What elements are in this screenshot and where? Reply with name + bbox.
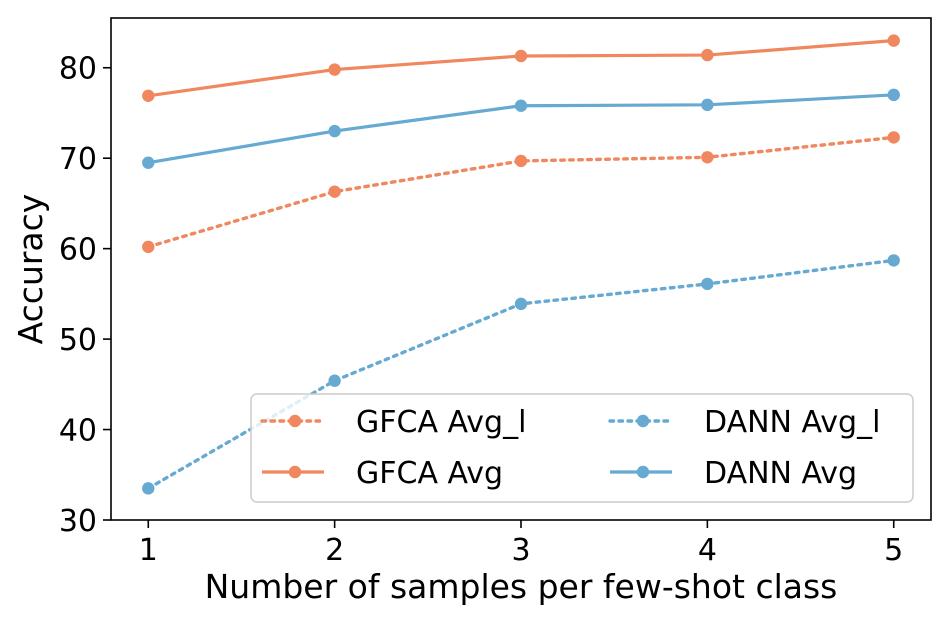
data-point-gfca-avg (328, 63, 341, 76)
y-tick-label: 30 (59, 504, 97, 539)
x-tick-label: 4 (698, 533, 717, 568)
y-axis-ticks: 30 40 50 60 70 80 (59, 52, 111, 539)
legend-label-dann-avg: DANN Avg (704, 456, 857, 491)
data-point-dann-avg (328, 124, 341, 138)
y-tick-label: 60 (59, 233, 97, 268)
data-point-dann-avg-l (328, 374, 341, 387)
data-point-dann-avg (701, 98, 714, 112)
legend-label-gfca-avg: GFCA Avg (356, 456, 503, 491)
x-tick-label: 5 (884, 533, 903, 568)
data-point-gfca-avg (142, 89, 155, 102)
data-point-gfca-avg-l (142, 240, 155, 254)
legend-marker-gfca-avg (288, 465, 302, 479)
data-point-dann-avg-l (514, 297, 528, 311)
legend-label-gfca-avg-l: GFCA Avg_l (356, 405, 526, 440)
legend-label-dann-avg-l: DANN Avg_l (704, 405, 880, 440)
y-tick-label: 70 (59, 142, 97, 177)
series-line-gfca-avg-l (146, 135, 896, 249)
data-point-dann-avg-l (701, 277, 714, 291)
x-tick-label: 2 (325, 533, 344, 568)
data-point-dann-avg (887, 88, 900, 102)
legend: GFCA Avg_l GFCA Avg DANN Avg_l DANN Avg (250, 393, 914, 503)
x-axis-label: Number of samples per few-shot class (205, 567, 838, 606)
data-point-dann-avg-l (887, 254, 900, 267)
legend-marker-dann-avg (636, 465, 650, 479)
data-point-gfca-avg-l (514, 154, 528, 168)
legend-marker-gfca-avg-l (288, 414, 302, 428)
series-points (142, 34, 900, 495)
data-point-dann-avg-l (142, 482, 155, 495)
legend-marker-dann-avg-l (636, 414, 650, 428)
series-line-gfca-avg (148, 39, 894, 98)
x-axis-ticks: 1 2 3 4 5 (139, 520, 903, 568)
legend-box (250, 393, 914, 503)
data-point-gfca-avg (701, 48, 714, 62)
data-point-dann-avg (514, 99, 528, 112)
data-point-gfca-avg (887, 34, 900, 47)
data-point-gfca-avg-l (701, 151, 714, 164)
x-tick-label: 1 (139, 533, 158, 568)
x-tick-label: 3 (511, 533, 530, 568)
data-point-dann-avg (142, 156, 155, 169)
data-point-gfca-avg (514, 49, 528, 63)
y-tick-label: 80 (59, 52, 97, 87)
data-point-gfca-avg-l (328, 185, 341, 198)
data-point-gfca-avg-l (887, 131, 900, 144)
y-axis-label: Accuracy (11, 194, 50, 345)
y-tick-label: 40 (59, 414, 97, 449)
y-tick-label: 50 (59, 323, 97, 358)
